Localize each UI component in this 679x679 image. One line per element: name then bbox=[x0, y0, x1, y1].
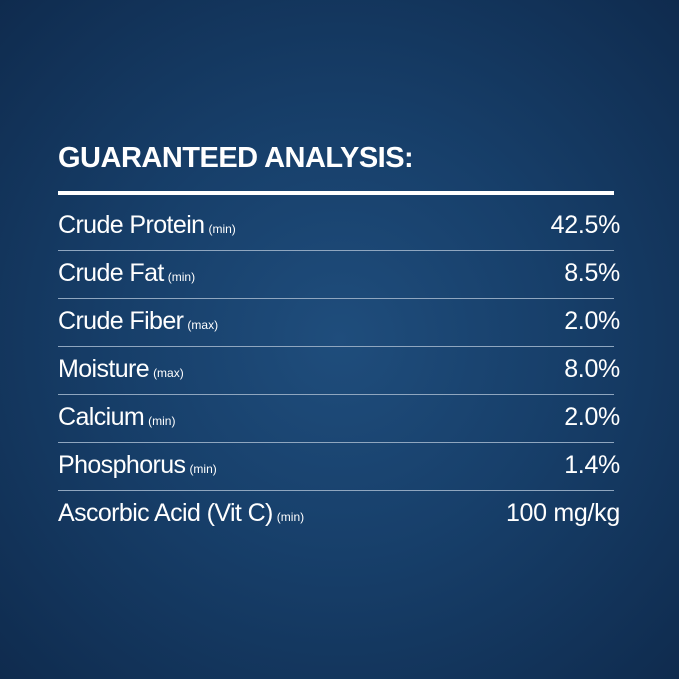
nutrient-value: 42.5% bbox=[550, 211, 621, 239]
nutrient-name: Ascorbic Acid (Vit C) (min) bbox=[58, 499, 304, 528]
nutrient-name: Phosphorus (min) bbox=[58, 451, 217, 480]
nutrient-label: Crude Protein bbox=[58, 211, 205, 239]
row-separator bbox=[58, 298, 614, 299]
qualifier: (max) bbox=[187, 318, 219, 332]
nutrient-label: Crude Fat bbox=[58, 259, 164, 287]
nutrient-label: Moisture bbox=[58, 355, 150, 383]
row-separator bbox=[58, 490, 614, 491]
qualifier: (min) bbox=[167, 270, 196, 284]
nutrient-value: 100 mg/kg bbox=[505, 499, 620, 527]
nutrient-value: 2.0% bbox=[564, 307, 620, 335]
nutrient-value: 8.0% bbox=[564, 355, 620, 383]
nutrient-value: 1.4% bbox=[564, 451, 620, 479]
qualifier: (min) bbox=[148, 414, 176, 428]
title-rule bbox=[58, 191, 614, 195]
row-separator bbox=[58, 346, 614, 347]
nutrient-label: Crude Fiber bbox=[58, 307, 184, 335]
nutrient-name: Crude Protein (min) bbox=[58, 211, 236, 240]
nutrient-name: Crude Fat (min) bbox=[58, 259, 195, 288]
table-row: Crude Fat (min) 8.5% bbox=[58, 251, 620, 299]
nutrient-value: 8.5% bbox=[564, 259, 620, 287]
table-row: Moisture (max) 8.0% bbox=[58, 347, 620, 395]
nutrient-name: Calcium (min) bbox=[58, 403, 175, 432]
table-row: Ascorbic Acid (Vit C) (min) 100 mg/kg bbox=[58, 491, 620, 539]
table-row: Phosphorus (min) 1.4% bbox=[58, 443, 620, 491]
table-row: Calcium (min) 2.0% bbox=[58, 395, 620, 443]
qualifier: (min) bbox=[189, 462, 217, 476]
table-row: Crude Protein (min) 42.5% bbox=[58, 203, 620, 251]
nutrient-label: Ascorbic Acid (Vit C) bbox=[58, 499, 273, 527]
nutrient-label: Calcium bbox=[58, 403, 145, 431]
row-separator bbox=[58, 442, 614, 443]
nutrient-name: Moisture (max) bbox=[58, 355, 184, 384]
nutrient-name: Crude Fiber (max) bbox=[58, 307, 218, 336]
qualifier: (min) bbox=[208, 222, 236, 236]
nutrient-label: Phosphorus bbox=[58, 451, 186, 479]
row-separator bbox=[58, 250, 614, 251]
title: GUARANTEED ANALYSIS: bbox=[58, 142, 414, 174]
qualifier: (min) bbox=[276, 510, 305, 524]
qualifier: (max) bbox=[153, 366, 184, 380]
table-row: Crude Fiber (max) 2.0% bbox=[58, 299, 620, 347]
row-separator bbox=[58, 394, 614, 395]
nutrient-value: 2.0% bbox=[564, 403, 620, 431]
